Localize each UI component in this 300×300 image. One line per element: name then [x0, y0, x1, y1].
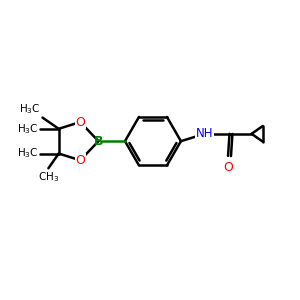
- Text: O: O: [75, 116, 85, 128]
- Text: H$_3$C: H$_3$C: [17, 147, 39, 160]
- Text: H$_3$C: H$_3$C: [20, 102, 41, 116]
- Text: B: B: [94, 135, 103, 148]
- Text: CH$_3$: CH$_3$: [38, 171, 59, 184]
- Text: H$_3$C: H$_3$C: [17, 122, 39, 136]
- Text: O: O: [75, 154, 85, 167]
- Text: O: O: [223, 161, 233, 174]
- Text: NH: NH: [196, 127, 213, 140]
